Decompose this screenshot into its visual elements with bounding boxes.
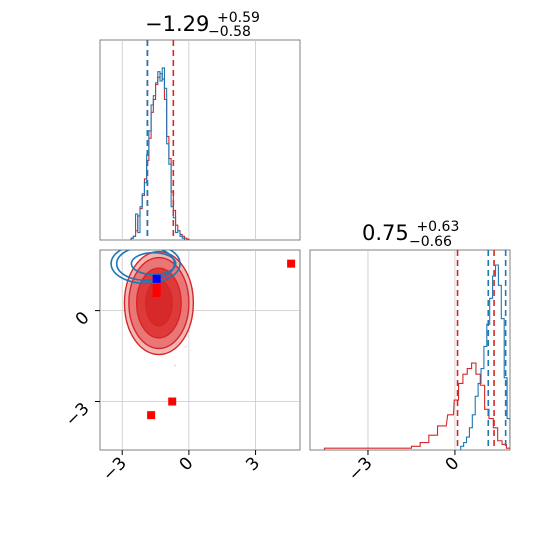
contour-marker-4 [168,397,177,406]
hist-param2-red-series [323,362,510,450]
panel-title-param2: 0.75 +0.63 [362,219,459,245]
title-param1-value: −1.29 [145,12,209,36]
contour-scatter-point-8 [184,345,187,348]
title-param2-value: 0.75 [362,221,409,245]
contour-scatter-point-17 [174,364,176,367]
hist-param2-x-tick-label-1: 0 [442,453,464,475]
contour-y-tick-label-1: −3 [62,399,94,431]
contour-x-tick-label-0: −3 [99,453,131,485]
contour-layer [110,250,296,420]
hist-param2-grid [367,250,456,450]
hist-panel-param2-frame [309,249,511,451]
contour-blue-level-1 [110,250,181,285]
contour-marker-3 [287,259,296,268]
panel-title-param1: −1.29 +0.59 [145,10,260,36]
contour-blue-level-0 [115,250,176,282]
contour-y-tick-label-0: 0 [72,308,94,330]
hist-param2-blue-series [460,264,510,450]
contour-marker-0 [152,274,161,283]
contour-blue-level-2 [130,251,177,276]
contour-marker-1 [152,289,161,298]
hist-panel-param2: −3 0 [309,249,511,485]
title-param2-lower: −0.66 [409,234,452,250]
title-param1-lower: −0.58 [208,24,251,40]
contour-x-tick-label-1: 0 [176,453,198,475]
title-param1-upper: +0.59 [217,10,260,26]
hist-param1-layer [130,40,190,240]
hist-param2-x-tick-label-0: −3 [345,453,377,485]
hist-panel-param1 [99,39,301,241]
title-param2-upper: +0.63 [416,219,459,235]
contour-x-ticks: −3 0 3 [99,450,264,485]
hist-panel-param1-frame [99,39,301,241]
hist-param2-layer [323,250,510,450]
contour-marker-2 [152,283,161,292]
contour-x-tick-label-2: 3 [242,453,264,475]
hist-param2-x-ticks: −3 0 [345,450,464,485]
contour-y-ticks: 0 −3 [62,308,100,431]
contour-panel: −3 0 3 0 −3 [62,249,301,485]
contour-marker-5 [147,411,156,420]
hist-param1-blue-series [130,67,185,240]
hist-param1-grid [121,40,256,240]
